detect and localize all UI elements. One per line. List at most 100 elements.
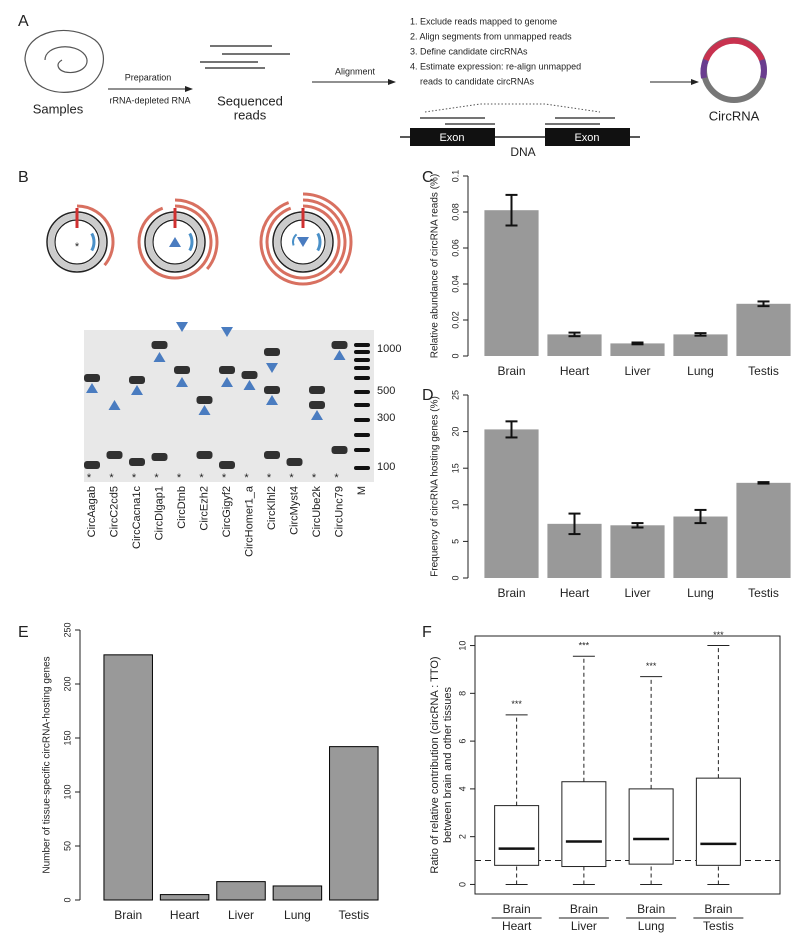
y-axis-label: Frequency of circRNA hosting genes (%) bbox=[430, 396, 441, 577]
bar bbox=[272, 885, 323, 901]
x-tick-label: Heart bbox=[502, 919, 532, 933]
lane-label: CircUnc79 bbox=[333, 486, 345, 537]
bar bbox=[736, 482, 791, 578]
asterisk: * bbox=[87, 472, 92, 484]
ladder-band bbox=[354, 466, 370, 470]
gel-band bbox=[309, 386, 325, 394]
y-tick-label: 0.1 bbox=[450, 170, 460, 183]
y-tick-label: 10 bbox=[450, 500, 460, 510]
circrna-arc bbox=[700, 58, 709, 79]
y-tick-label: 250 bbox=[62, 622, 72, 637]
x-tick-label: Brain bbox=[497, 586, 525, 600]
asterisk: * bbox=[75, 241, 80, 253]
circrna-arc bbox=[759, 58, 767, 79]
y-tick-label: 6 bbox=[457, 739, 467, 744]
box bbox=[628, 788, 674, 865]
x-tick-label: Lung bbox=[687, 364, 714, 378]
triangle bbox=[297, 237, 309, 247]
ladder-band bbox=[354, 448, 370, 452]
error-bar bbox=[757, 300, 770, 308]
exon bbox=[410, 128, 495, 146]
error-bar bbox=[505, 420, 518, 439]
triangle bbox=[153, 352, 166, 362]
exon-label: Exon bbox=[574, 132, 599, 144]
gel-band bbox=[331, 341, 348, 349]
size-label: 1000 bbox=[377, 343, 401, 355]
y-tick-label: 0 bbox=[62, 897, 72, 902]
x-tick-label: Brain bbox=[637, 902, 665, 916]
label: Samples bbox=[33, 101, 84, 116]
y-tick-label: 10 bbox=[457, 641, 467, 651]
y-tick-label: 5 bbox=[450, 539, 460, 544]
label: CircRNA bbox=[709, 108, 760, 123]
x-tick-label: Liver bbox=[571, 919, 597, 933]
size-label: 300 bbox=[377, 412, 395, 424]
panel-label: B bbox=[18, 169, 29, 186]
ladder-band bbox=[354, 403, 370, 407]
size-label: 100 bbox=[377, 461, 395, 473]
annotation: *** bbox=[646, 661, 657, 671]
y-tick-label: 0.08 bbox=[450, 203, 460, 221]
y-tick-label: 0 bbox=[450, 575, 460, 580]
lane-label: M bbox=[356, 486, 368, 495]
y-tick-label: 0.06 bbox=[450, 239, 460, 257]
gel-band bbox=[241, 371, 258, 379]
bar bbox=[103, 654, 153, 901]
y-tick-label: 200 bbox=[62, 676, 72, 691]
triangle bbox=[169, 237, 181, 247]
triangle bbox=[311, 410, 323, 420]
gel-band bbox=[129, 376, 145, 384]
panel-label: A bbox=[18, 13, 29, 30]
plot-frame bbox=[474, 635, 781, 895]
size-label: 500 bbox=[377, 385, 395, 397]
error-bar bbox=[694, 332, 707, 337]
error-bar bbox=[568, 331, 581, 338]
lane-label: CircMyst4 bbox=[288, 486, 300, 535]
ladder-band bbox=[354, 418, 370, 422]
x-tick-label: Testis bbox=[748, 586, 779, 600]
ladder-band bbox=[354, 390, 370, 394]
error-bar bbox=[631, 341, 644, 346]
blue-arc bbox=[292, 233, 298, 246]
bar bbox=[484, 210, 539, 356]
y-tick-label: 20 bbox=[450, 427, 460, 437]
red-arc bbox=[137, 204, 213, 280]
asterisk: * bbox=[154, 472, 159, 484]
blue-arc bbox=[316, 232, 322, 252]
x-tick-label: Lung bbox=[638, 919, 665, 933]
gel-band bbox=[331, 446, 348, 454]
label: Sequenced bbox=[217, 93, 283, 108]
error-bar bbox=[631, 522, 644, 529]
y-tick-label: 0.02 bbox=[450, 311, 460, 329]
ladder-band bbox=[354, 343, 370, 347]
triangle bbox=[86, 383, 98, 393]
exon-label: Exon bbox=[439, 132, 464, 144]
lane-label: CircEzh2 bbox=[198, 486, 210, 531]
lane-label: CircUbe2k bbox=[311, 486, 323, 538]
bar bbox=[329, 746, 379, 901]
triangle bbox=[108, 400, 121, 410]
label: Preparation bbox=[125, 72, 172, 82]
step: 4. Estimate expression: re-align unmappe… bbox=[410, 61, 581, 71]
panel-label: F bbox=[422, 624, 432, 641]
x-tick-label: Testis bbox=[748, 364, 779, 378]
bar bbox=[673, 334, 728, 356]
gel-band bbox=[219, 366, 235, 374]
gel-band bbox=[264, 386, 280, 394]
label: rRNA-depleted RNA bbox=[109, 95, 190, 105]
gel bbox=[84, 330, 374, 482]
y-tick-label: 4 bbox=[457, 786, 467, 791]
triangle bbox=[266, 395, 278, 405]
brain-sketch bbox=[44, 46, 88, 74]
ladder-band bbox=[354, 376, 370, 380]
gel-band bbox=[84, 374, 100, 382]
asterisk: * bbox=[109, 472, 114, 484]
x-tick-label: Lung bbox=[284, 908, 311, 922]
triangle bbox=[176, 377, 188, 387]
lane-label: CircKlhl2 bbox=[266, 486, 278, 530]
step: 1. Exclude reads mapped to genome bbox=[410, 16, 557, 26]
step: 3. Define candidate circRNAs bbox=[410, 46, 528, 56]
gel-band bbox=[196, 396, 213, 404]
bar bbox=[736, 303, 791, 356]
bar bbox=[484, 429, 539, 578]
